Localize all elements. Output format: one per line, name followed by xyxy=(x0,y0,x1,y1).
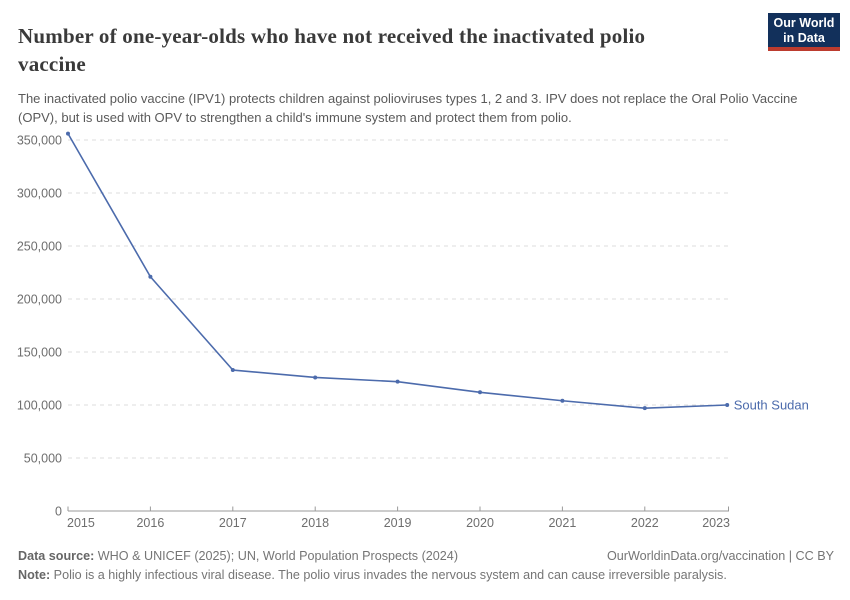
data-point xyxy=(230,368,235,373)
y-axis-tick-label: 300,000 xyxy=(17,186,62,200)
data-point xyxy=(313,375,318,380)
y-axis-tick-label: 350,000 xyxy=(17,133,62,147)
note-text: Note: Polio is a highly infectious viral… xyxy=(18,568,727,582)
x-axis-tick-label: 2020 xyxy=(466,516,494,530)
x-axis-tick-label: 2023 xyxy=(702,516,730,530)
x-axis-tick-label: 2021 xyxy=(548,516,576,530)
data-source-text: Data source: WHO & UNICEF (2025); UN, Wo… xyxy=(18,549,459,563)
y-axis-tick-label: 200,000 xyxy=(17,292,62,306)
x-axis-tick-label: 2015 xyxy=(67,516,95,530)
data-point xyxy=(642,406,647,411)
data-point xyxy=(66,131,70,136)
chart-canvas[interactable]: 0 50,000 100,000 150,000 200,000 250,000 300,0… xyxy=(0,120,850,545)
owid-url-link[interactable]: OurWorldinData.org/vaccination | CC BY xyxy=(606,549,834,563)
data-source-label: Data source: xyxy=(18,549,95,563)
x-axis-tick-label: 2019 xyxy=(384,516,412,530)
x-axis-tick-label: 2022 xyxy=(631,516,659,530)
y-axis-tick-label: 0 xyxy=(55,504,62,518)
data-point xyxy=(725,403,730,407)
y-axis-tick-label: 250,000 xyxy=(17,239,62,253)
page-title: Number of one-year-olds who have not rec… xyxy=(18,24,646,77)
data-point xyxy=(395,379,400,384)
chart-line xyxy=(67,133,728,409)
series-end-label: South Sudan xyxy=(734,398,809,413)
chart-footer: Data source: WHO & UNICEF (2025); UN, Wo… xyxy=(18,547,834,585)
owid-logo[interactable]: Our World in Data xyxy=(768,13,840,51)
data-point xyxy=(478,390,482,395)
owid-logo-line1: Our World xyxy=(773,16,835,30)
x-axis-tick-label: 2016 xyxy=(136,516,164,530)
data-point xyxy=(560,398,565,403)
y-axis-tick-label: 100,000 xyxy=(17,398,62,412)
data-point xyxy=(148,274,153,279)
owid-logo-line2: in Data xyxy=(783,31,825,45)
line-chart-area[interactable]: 0 50,000 100,000 150,000 200,000 250,000 300,0… xyxy=(0,120,850,545)
chart-subtitle: The inactivated polio vaccine (IPV1) pro… xyxy=(18,91,798,125)
y-axis-tick-label: 50,000 xyxy=(24,451,62,465)
x-axis-tick-label: 2018 xyxy=(301,516,329,530)
note-label: Note: xyxy=(18,568,51,582)
y-axis-tick-label: 150,000 xyxy=(17,345,62,359)
x-axis-tick-label: 2017 xyxy=(219,516,247,530)
